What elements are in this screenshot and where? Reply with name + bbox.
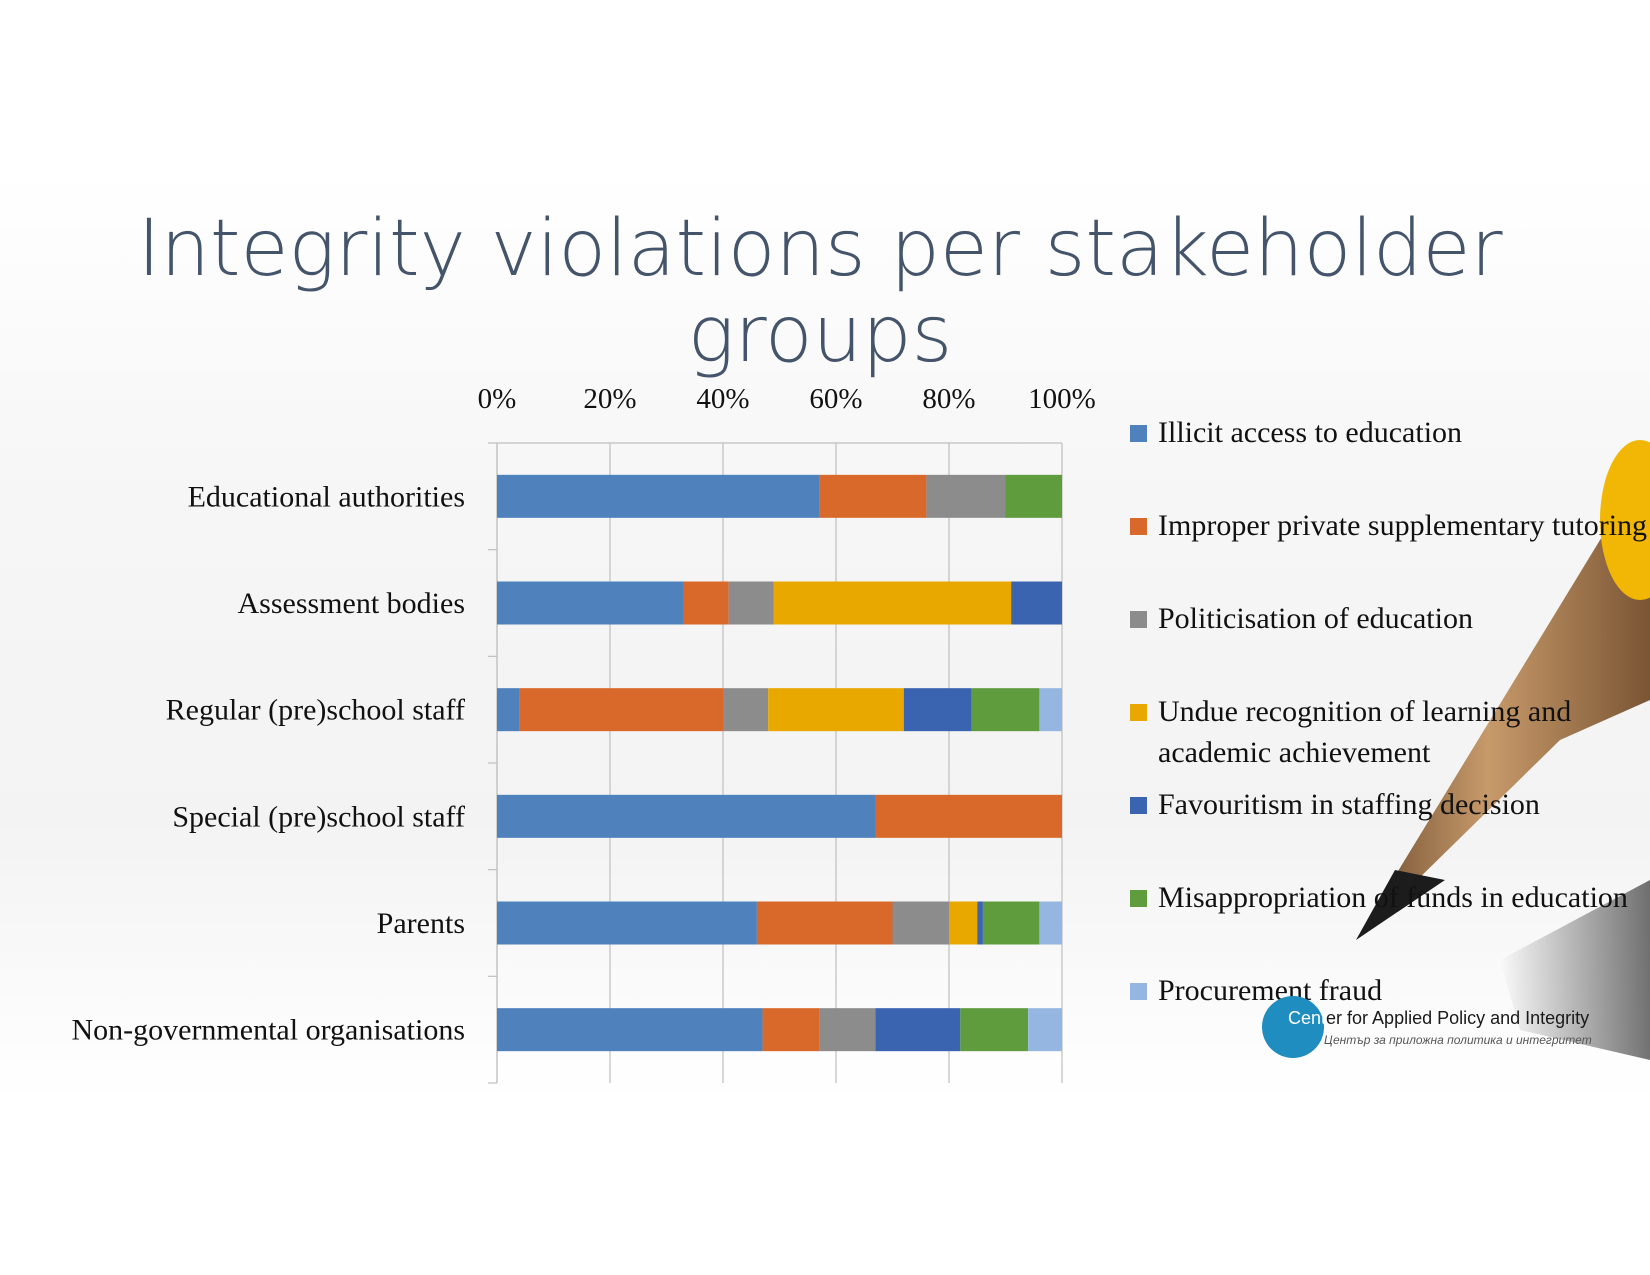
logo-circle-icon [1262, 996, 1324, 1058]
legend-label: Undue recognition of learning and academ… [1158, 695, 1572, 769]
legend-label: Misappropriation of funds in education [1158, 881, 1628, 914]
bar-segment [892, 901, 949, 945]
x-tick-label: 60% [809, 383, 862, 415]
bar-segment [819, 1008, 876, 1052]
legend-swatch [1130, 425, 1147, 442]
x-tick-label: 40% [696, 383, 749, 415]
bar-segment [977, 901, 983, 945]
logo-name: Center for Applied Policy and Integrity [1288, 1008, 1589, 1029]
legend-swatch [1130, 704, 1147, 721]
x-tick-label: 80% [922, 383, 975, 415]
logo-subtitle: Център за приложна политика и интегритет [1324, 1033, 1592, 1047]
bar-segment [819, 474, 927, 518]
bar-segment [756, 901, 893, 945]
bar-segment [875, 1008, 961, 1052]
slide-background [0, 170, 1650, 1100]
logo-name-part2: er for Applied Policy and Integrity [1326, 1008, 1590, 1028]
bar-segment [768, 688, 904, 732]
logo-name-part1: Cent [1288, 1008, 1327, 1028]
x-tick-label: 100% [1028, 383, 1096, 415]
bar-segment [875, 794, 1062, 838]
bar-segment [1005, 474, 1062, 518]
legend-swatch [1130, 890, 1147, 907]
bar-segment [926, 474, 1006, 518]
x-tick-label: 20% [583, 383, 636, 415]
legend-swatch [1130, 518, 1147, 535]
legend-swatch [1130, 797, 1147, 814]
category-label: Special (pre)school staff [172, 800, 465, 833]
bar-segment [1039, 688, 1062, 732]
bar-segment [762, 1008, 820, 1052]
bar-segment [1028, 1008, 1062, 1052]
legend-label: Procurement fraud [1158, 974, 1383, 1007]
x-tick-label: 0% [478, 383, 517, 415]
bar-segment [903, 688, 972, 732]
bar-segment [683, 581, 729, 625]
bar-segment [949, 901, 978, 945]
bar-segment [773, 581, 1012, 625]
category-label: Regular (pre)school staff [166, 694, 465, 727]
bar-segment [497, 794, 876, 838]
bar-segment [497, 901, 757, 945]
legend-label: Improper private supplementary tutoring [1158, 509, 1648, 542]
legend-label: Illicit access to education [1158, 416, 1463, 449]
bar-segment [497, 581, 684, 625]
category-label: Assessment bodies [238, 587, 466, 620]
bar-segment [497, 474, 820, 518]
bar-segment [982, 901, 1040, 945]
bar-segment [1039, 901, 1062, 945]
bar-segment [497, 688, 520, 732]
bar-segment [723, 688, 769, 732]
bar-segment [971, 688, 1040, 732]
legend-label: Favouritism in staffing decision [1158, 788, 1540, 821]
legend-label: Politicisation of education [1158, 602, 1473, 635]
bar-segment [960, 1008, 1029, 1052]
legend-swatch [1130, 983, 1147, 1000]
bar-segment [497, 1008, 763, 1052]
category-label: Educational authorities [188, 480, 465, 513]
legend-swatch [1130, 611, 1147, 628]
bar-segment [519, 688, 723, 732]
slide-title: Integrity violations per stakeholder gro… [137, 204, 1503, 380]
category-label: Parents [377, 907, 465, 940]
category-label: Non-governmental organisations [71, 1014, 465, 1047]
bar-segment [1011, 581, 1062, 625]
bar-segment [728, 581, 774, 625]
